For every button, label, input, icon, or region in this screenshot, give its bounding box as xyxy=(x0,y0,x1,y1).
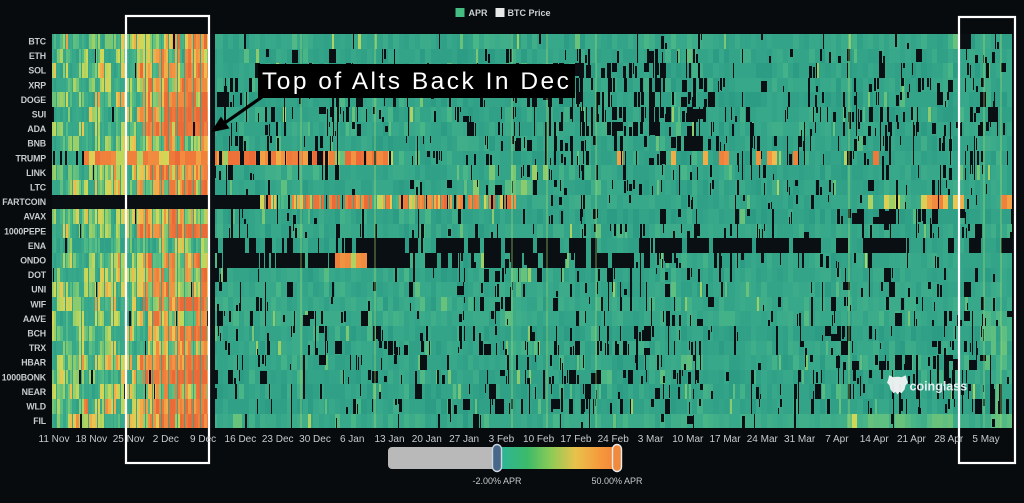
svg-text:13 Jan: 13 Jan xyxy=(374,434,404,445)
svg-text:BTC Price: BTC Price xyxy=(508,8,551,18)
svg-text:1000BONK: 1000BONK xyxy=(2,372,47,382)
svg-text:DOT: DOT xyxy=(28,270,47,280)
svg-text:DOGE: DOGE xyxy=(21,95,47,105)
svg-text:14 Apr: 14 Apr xyxy=(860,434,890,445)
svg-text:5 May: 5 May xyxy=(972,434,999,445)
svg-text:2 Dec: 2 Dec xyxy=(153,434,179,445)
svg-text:coinglass: coinglass xyxy=(910,380,968,394)
svg-text:24 Feb: 24 Feb xyxy=(598,434,630,445)
svg-text:UNI: UNI xyxy=(31,285,46,295)
svg-text:7 Apr: 7 Apr xyxy=(825,434,849,445)
svg-text:10 Feb: 10 Feb xyxy=(523,434,555,445)
svg-text:LINK: LINK xyxy=(26,168,47,178)
svg-text:FARTCOIN: FARTCOIN xyxy=(2,197,46,207)
svg-text:ETH: ETH xyxy=(29,51,46,61)
svg-text:HBAR: HBAR xyxy=(21,358,47,368)
svg-text:TRUMP: TRUMP xyxy=(15,153,46,163)
svg-text:TRX: TRX xyxy=(29,343,46,353)
svg-text:31 Mar: 31 Mar xyxy=(784,434,816,445)
svg-text:AVAX: AVAX xyxy=(23,212,46,222)
svg-text:28 Apr: 28 Apr xyxy=(934,434,964,445)
svg-text:21 Apr: 21 Apr xyxy=(897,434,927,445)
svg-text:6 Jan: 6 Jan xyxy=(340,434,364,445)
svg-text:3 Mar: 3 Mar xyxy=(638,434,664,445)
svg-text:APR: APR xyxy=(469,8,489,18)
svg-text:BTC: BTC xyxy=(28,37,46,47)
svg-text:16 Dec: 16 Dec xyxy=(225,434,257,445)
svg-text:24 Mar: 24 Mar xyxy=(747,434,779,445)
svg-text:10 Mar: 10 Mar xyxy=(672,434,704,445)
svg-text:AAVE: AAVE xyxy=(23,314,46,324)
svg-text:30 Dec: 30 Dec xyxy=(299,434,331,445)
svg-text:LTC: LTC xyxy=(30,183,47,193)
svg-text:WLD: WLD xyxy=(26,402,46,412)
svg-text:1000PEPE: 1000PEPE xyxy=(4,226,46,236)
svg-text:11 Nov: 11 Nov xyxy=(39,434,70,445)
svg-text:Top of Alts Back In Dec: Top of Alts Back In Dec xyxy=(262,68,571,95)
svg-text:XRP: XRP xyxy=(28,80,46,90)
svg-text:WIF: WIF xyxy=(30,299,46,309)
svg-text:NEAR: NEAR xyxy=(22,387,47,397)
svg-text:17 Mar: 17 Mar xyxy=(709,434,741,445)
svg-text:25 Nov: 25 Nov xyxy=(113,434,145,445)
svg-text:BCH: BCH xyxy=(27,329,46,339)
svg-text:BNB: BNB xyxy=(27,139,46,149)
svg-text:9 Dec: 9 Dec xyxy=(190,434,216,445)
svg-text:FIL: FIL xyxy=(33,416,47,426)
svg-text:ADA: ADA xyxy=(27,124,46,134)
svg-text:50.00% APR: 50.00% APR xyxy=(591,476,643,486)
svg-text:18 Nov: 18 Nov xyxy=(75,434,107,445)
svg-text:23 Dec: 23 Dec xyxy=(262,434,294,445)
svg-text:20 Jan: 20 Jan xyxy=(412,434,442,445)
svg-text:ENA: ENA xyxy=(28,241,47,251)
svg-text:27 Jan: 27 Jan xyxy=(449,434,479,445)
svg-text:SUI: SUI xyxy=(32,110,46,120)
svg-text:SOL: SOL xyxy=(28,66,46,76)
svg-text:-2.00% APR: -2.00% APR xyxy=(472,476,522,486)
svg-text:3 Feb: 3 Feb xyxy=(489,434,515,445)
svg-text:17 Feb: 17 Feb xyxy=(560,434,592,445)
svg-text:ONDO: ONDO xyxy=(20,256,46,266)
